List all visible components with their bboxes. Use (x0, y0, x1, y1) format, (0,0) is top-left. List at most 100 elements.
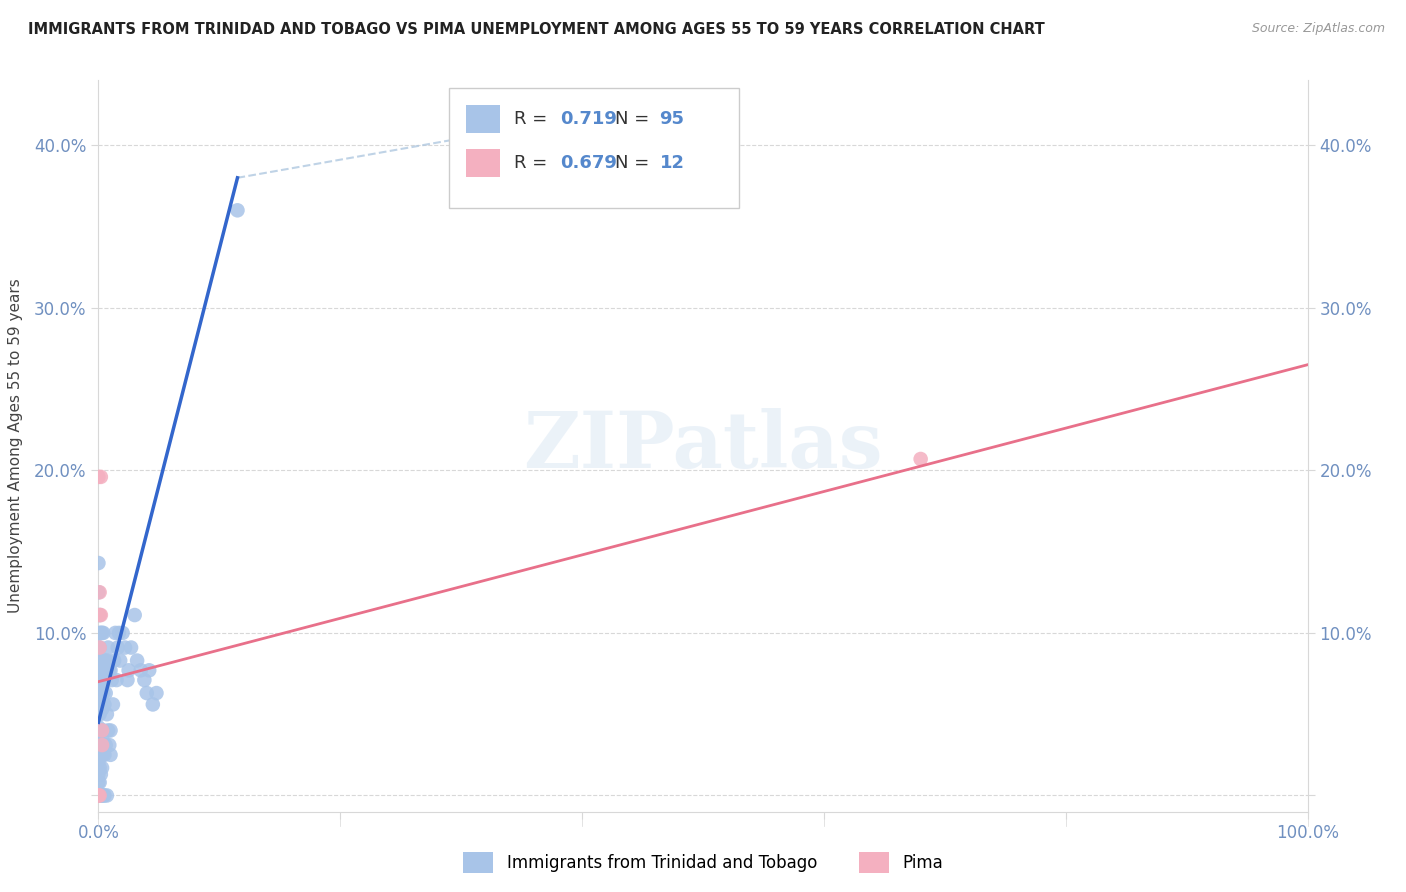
Point (91, 789, 114, 803)
Point (87, 789, 110, 803)
Point (91, 702, 114, 716)
Point (97, 723, 120, 738)
Point (91, 723, 114, 738)
Point (89, 698, 111, 712)
Text: 95: 95 (659, 110, 685, 128)
Point (87, 789, 110, 803)
Point (100, 747, 122, 762)
Point (90, 747, 112, 762)
Point (87, 585, 110, 599)
Point (91, 626, 114, 640)
Point (91, 663, 114, 677)
Point (91, 789, 114, 803)
Y-axis label: Unemployment Among Ages 55 to 59 years: Unemployment Among Ages 55 to 59 years (8, 278, 22, 614)
Point (87, 789, 110, 803)
Point (87, 775, 110, 789)
Point (87, 720, 110, 734)
Point (89, 747, 111, 762)
Point (91, 738, 114, 752)
Text: Source: ZipAtlas.com: Source: ZipAtlas.com (1251, 22, 1385, 36)
Point (226, 203, 249, 218)
Point (91, 735, 114, 749)
Point (90, 663, 112, 677)
Text: R =: R = (515, 110, 554, 128)
Point (145, 686, 167, 700)
Point (124, 608, 146, 623)
Point (89, 585, 111, 599)
Point (87, 789, 110, 803)
Point (89, 686, 111, 700)
Point (90, 626, 112, 640)
Text: R =: R = (515, 154, 554, 172)
Point (91, 723, 114, 738)
Point (90, 470, 112, 484)
Point (89, 789, 111, 803)
Point (910, 452, 932, 467)
Point (91, 673, 114, 687)
Point (87, 735, 110, 749)
Point (87, 767, 110, 781)
Point (89, 640, 111, 655)
Point (134, 673, 156, 687)
Point (94, 686, 117, 700)
Point (87, 755, 110, 769)
Point (91, 761, 114, 775)
Text: N =: N = (614, 154, 655, 172)
Point (93, 654, 115, 668)
Text: 0.719: 0.719 (561, 110, 617, 128)
Point (111, 626, 134, 640)
Text: 0.679: 0.679 (561, 154, 617, 172)
Legend: Immigrants from Trinidad and Tobago, Pima: Immigrants from Trinidad and Tobago, Pim… (457, 846, 949, 880)
Point (89, 608, 111, 623)
FancyBboxPatch shape (465, 149, 501, 177)
Point (89, 707, 111, 722)
Point (91, 686, 114, 700)
Point (114, 640, 136, 655)
Point (96, 654, 118, 668)
Point (98, 738, 121, 752)
Point (135, 686, 157, 700)
Point (127, 654, 149, 668)
Point (100, 673, 122, 687)
Point (87, 789, 110, 803)
Text: N =: N = (614, 110, 655, 128)
Point (108, 654, 131, 668)
Point (93, 789, 115, 803)
Point (100, 663, 122, 677)
Point (89, 761, 111, 775)
Point (89, 663, 111, 677)
FancyBboxPatch shape (449, 87, 740, 209)
Point (90, 698, 112, 712)
Point (87, 556, 110, 570)
Point (138, 663, 160, 677)
Point (91, 626, 114, 640)
Point (107, 640, 129, 655)
Point (96, 789, 118, 803)
Point (89, 735, 111, 749)
Point (87, 789, 110, 803)
Point (91, 747, 114, 762)
Point (103, 654, 125, 668)
Point (105, 673, 128, 687)
Point (101, 698, 124, 712)
Text: ZIPatlas: ZIPatlas (523, 408, 883, 484)
Point (90, 654, 112, 668)
Point (89, 626, 111, 640)
Point (89, 654, 111, 668)
Point (89, 775, 111, 789)
Point (90, 723, 112, 738)
Point (118, 663, 141, 677)
Point (142, 698, 165, 712)
Point (87, 654, 110, 668)
Point (90, 789, 112, 803)
Point (87, 680, 110, 694)
Point (120, 640, 142, 655)
Point (90, 738, 112, 752)
Point (89, 789, 111, 803)
Point (90, 767, 112, 781)
Point (98, 663, 121, 677)
Text: IMMIGRANTS FROM TRINIDAD AND TOBAGO VS PIMA UNEMPLOYMENT AMONG AGES 55 TO 59 YEA: IMMIGRANTS FROM TRINIDAD AND TOBAGO VS P… (28, 22, 1045, 37)
Point (87, 698, 110, 712)
Point (94, 673, 117, 687)
Point (90, 608, 112, 623)
